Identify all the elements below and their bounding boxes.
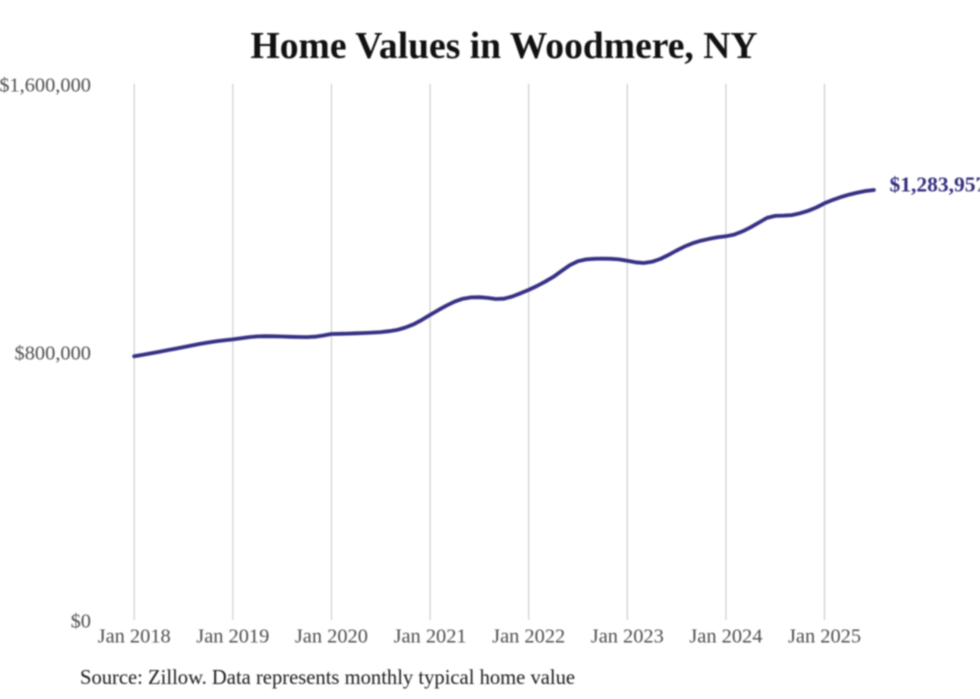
svg-text:Jan 2020: Jan 2020 [295,626,368,648]
svg-text:Home Values in Woodmere, NY: Home Values in Woodmere, NY [251,26,758,67]
svg-text:Source: Zillow. Data represent: Source: Zillow. Data represents monthly … [80,667,575,689]
svg-text:Jan 2024: Jan 2024 [689,626,762,648]
svg-text:$1,600,000: $1,600,000 [0,74,91,96]
svg-text:Jan 2021: Jan 2021 [394,626,467,648]
svg-text:$0: $0 [71,610,91,632]
svg-text:Jan 2018: Jan 2018 [98,626,171,648]
svg-text:Jan 2019: Jan 2019 [196,626,269,648]
svg-text:$1,283,957: $1,283,957 [890,173,980,197]
svg-text:$800,000: $800,000 [15,343,91,365]
svg-text:Jan 2022: Jan 2022 [492,626,565,648]
svg-text:Jan 2025: Jan 2025 [788,626,861,648]
svg-text:Jan 2023: Jan 2023 [591,626,664,648]
